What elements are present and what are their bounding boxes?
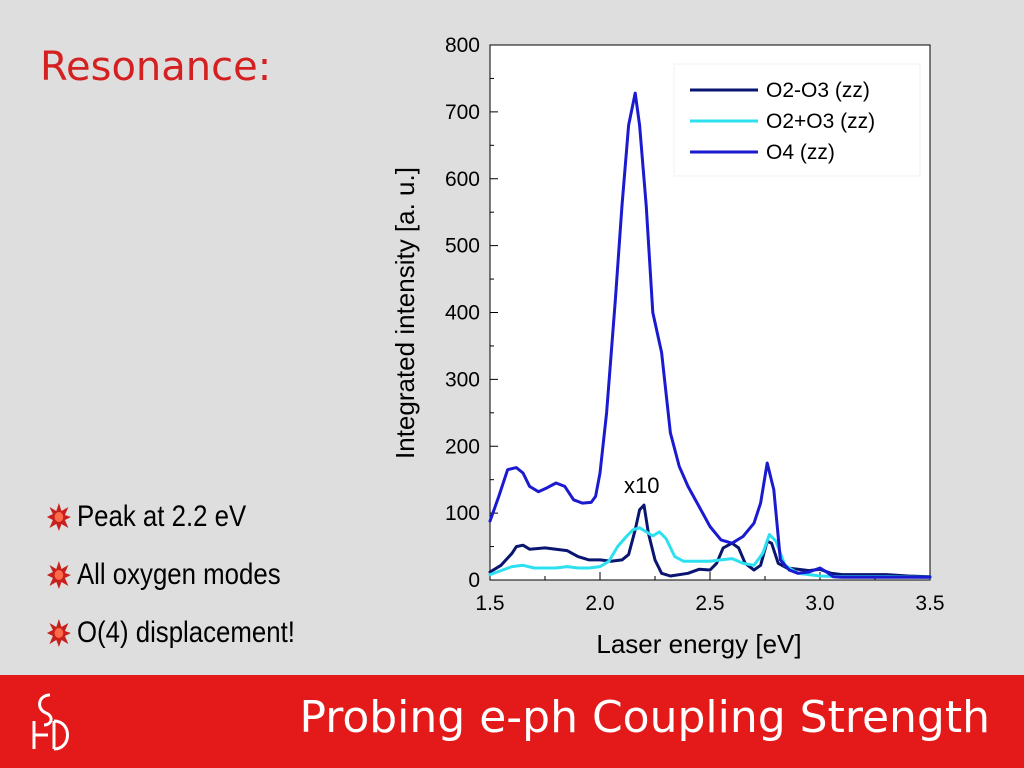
bullet-text: Peak at 2.2 eV — [76, 500, 247, 533]
red-starburst-icon — [46, 503, 71, 531]
y-tick-label: 500 — [445, 235, 480, 258]
y-tick-label: 800 — [445, 34, 480, 57]
x-tick-label: 1.5 — [475, 592, 504, 615]
bullet-item: All oxygen modes — [46, 546, 295, 604]
y-tick-label: 200 — [445, 435, 480, 458]
legend-label: O2-O3 (zz) — [766, 79, 870, 102]
x-tick-label: 2.5 — [695, 592, 724, 615]
y-tick-label: 400 — [445, 302, 480, 325]
y-tick-label: 100 — [445, 502, 480, 525]
red-starburst-icon — [46, 619, 71, 647]
scale-annotation: x10 — [624, 473, 659, 498]
y-tick-label: 300 — [445, 368, 480, 391]
y-tick-label: 700 — [445, 101, 480, 124]
institution-logo-icon — [32, 693, 69, 751]
footer-title: Probing e-ph Coupling Strength — [299, 692, 990, 743]
bullet-item: Peak at 2.2 eV — [46, 488, 295, 546]
x-axis-label: Laser energy [eV] — [596, 629, 801, 659]
y-tick-label: 0 — [468, 569, 480, 592]
resonance-chart: 0 100 200 300 400 500 600 700 800 1.5 2.0 2.5 3.0 3.5… — [390, 34, 945, 659]
legend: O2-O3 (zz) O2+O3 (zz) O4 (zz) — [673, 63, 921, 177]
red-starburst-icon — [46, 561, 71, 589]
y-axis-label: Integrated intensity [a. u.] — [390, 167, 420, 459]
bullet-item: O(4) displacement! — [46, 604, 295, 662]
legend-label: O4 (zz) — [766, 141, 835, 164]
x-tick-label: 2.0 — [585, 592, 614, 615]
series-line — [488, 91, 932, 579]
footer-band: Probing e-ph Coupling Strength — [0, 675, 1024, 768]
bullet-text: O(4) displacement! — [76, 616, 295, 649]
slide-title: Resonance: — [40, 44, 272, 90]
bullet-text: All oxygen modes — [76, 558, 281, 591]
legend-label: O2+O3 (zz) — [766, 110, 875, 133]
bullet-list: Peak at 2.2 eV All oxygen modes O(4) dis… — [46, 488, 335, 662]
x-tick-label: 3.0 — [805, 592, 834, 615]
y-tick-label: 600 — [445, 168, 480, 191]
x-tick-label: 3.5 — [915, 592, 944, 615]
